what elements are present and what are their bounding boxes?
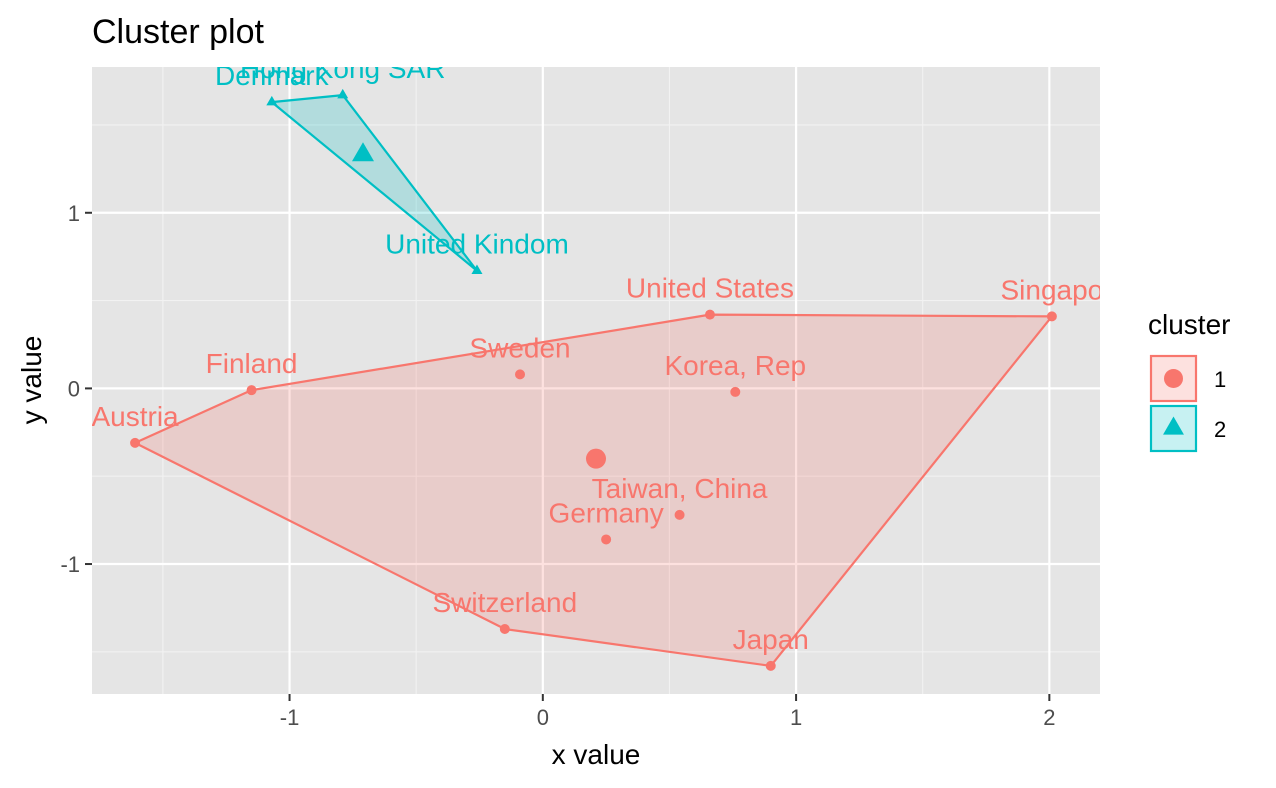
data-point <box>130 437 141 448</box>
data-point <box>765 660 776 671</box>
point-label: Korea, Rep <box>664 350 806 381</box>
y-tick-label: -1 <box>60 552 80 577</box>
data-point <box>704 309 715 320</box>
legend-key-1 <box>1149 354 1198 403</box>
point-label: Japan <box>733 624 809 655</box>
data-point <box>601 534 612 545</box>
point-label: Taiwan, China <box>592 473 768 504</box>
x-tick-label: -1 <box>280 705 300 730</box>
point-label: United States <box>626 273 794 304</box>
data-point <box>674 509 685 520</box>
data-point <box>499 624 510 635</box>
data-point <box>246 385 257 396</box>
data-point <box>730 386 741 397</box>
point-labels: Austria Finland Sweden United States Singapo… <box>91 53 1103 655</box>
point-label: United Kindom <box>385 229 569 260</box>
x-tick-label: 1 <box>790 705 802 730</box>
data-points <box>130 88 1057 671</box>
data-point <box>471 264 483 274</box>
y-tick-label: 0 <box>68 376 80 401</box>
point-label: Singapo <box>1000 274 1103 305</box>
legend-key-2 <box>1149 404 1198 453</box>
data-point <box>515 369 526 380</box>
data-point <box>337 88 349 99</box>
x-axis-title: x value <box>552 739 641 770</box>
x-tick-label: 2 <box>1043 705 1055 730</box>
cluster-centroid-1 <box>586 448 606 469</box>
cluster-centroid-2 <box>351 142 374 162</box>
legend-label: 1 <box>1214 367 1226 392</box>
legend-label: 2 <box>1214 417 1226 442</box>
minor-gridlines <box>92 67 1100 694</box>
data-point <box>1046 311 1057 322</box>
x-tick-label: 0 <box>537 705 549 730</box>
chart-title: Cluster plot <box>92 13 265 51</box>
point-label: Sweden <box>469 332 570 363</box>
point-label: Austria <box>91 401 179 432</box>
axes: -1 0 1 2 -1 0 1 <box>60 201 1055 730</box>
legend: cluster 1 2 <box>1148 309 1230 453</box>
cluster-hull-2 <box>270 94 479 272</box>
legend-key-marker <box>1164 369 1183 388</box>
point-label: Finland <box>206 348 298 379</box>
legend-key-marker <box>1163 416 1184 435</box>
point-label: Denmark <box>215 60 330 91</box>
y-tick-label: 1 <box>68 201 80 226</box>
data-point <box>266 95 278 106</box>
point-label: Switzerland <box>432 587 577 618</box>
y-axis-title: y value <box>16 336 47 425</box>
point-label: Germany <box>549 497 664 528</box>
legend-title: cluster <box>1148 309 1230 340</box>
plot-panel <box>92 67 1100 694</box>
point-label: Hong Kong SAR <box>240 53 445 84</box>
